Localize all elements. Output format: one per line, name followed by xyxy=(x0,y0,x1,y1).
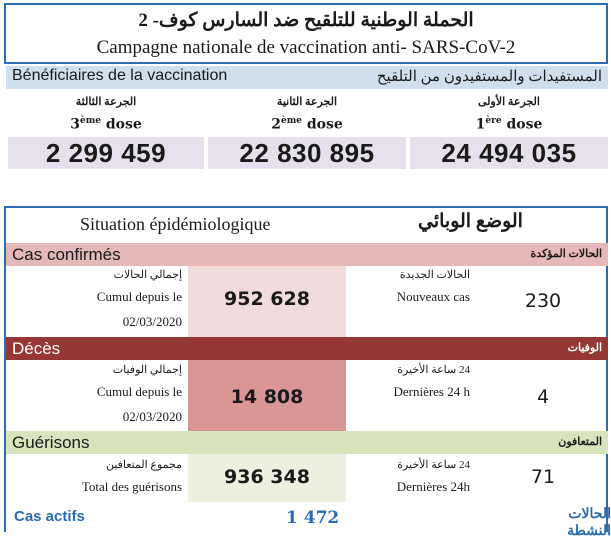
confirmed-cumul-value: 952 628 xyxy=(224,288,310,310)
active-cases-label-ar: الحالات النشطة xyxy=(567,507,611,539)
active-cases-value: 1 472 xyxy=(286,508,340,528)
dose2-value: 22 830 895 xyxy=(208,137,406,169)
recovered-label-ar: المتعافون xyxy=(558,436,602,448)
recovered-new-value: 71 xyxy=(530,466,556,488)
deaths-band: Décès الوفيات xyxy=(6,337,608,360)
confirmed-band: Cas confirmés الحالات المؤكدة xyxy=(6,243,608,266)
epi-section-box xyxy=(4,206,608,532)
confirmed-label-fr: Cas confirmés xyxy=(12,245,121,264)
recovered-cumul-ar: مجموع المتعافين xyxy=(105,459,182,471)
recovered-cumul-fr: Total des guérisons xyxy=(81,479,182,494)
deaths-new-fr: Dernières 24 h xyxy=(393,384,470,399)
deaths-cumul-ar: إجمالي الوفيات xyxy=(112,364,182,376)
dose1-label-ar: الجرعة الأولى xyxy=(478,96,540,108)
active-cases-label-fr: Cas actifs xyxy=(14,508,85,525)
epi-title-ar: الوضع الوبائي xyxy=(418,211,523,232)
confirmed-cumul-ar: إجمالي الحالات xyxy=(113,269,182,281)
dose2-label-ar: الجرعة الثانية xyxy=(276,96,338,108)
recovered-band: Guérisons المتعافون xyxy=(6,431,608,454)
recovered-cumul-value: 936 348 xyxy=(224,466,310,488)
dose3-value: 2 299 459 xyxy=(8,137,204,169)
confirmed-cumul-cell xyxy=(188,266,346,338)
confirmed-cumul-fr: Cumul depuis le xyxy=(96,289,182,304)
deaths-label-fr: Décès xyxy=(12,339,61,358)
dose3-label-ar: الجرعة الثالثة xyxy=(75,96,137,108)
recovered-cumul-cell xyxy=(188,454,346,502)
confirmed-new-ar: الحالات الجديدة xyxy=(399,269,470,281)
dose3-label-fr: 3ème dose xyxy=(70,116,142,133)
confirmed-label-ar: الحالات المؤكدة xyxy=(530,248,602,260)
deaths-new-value: 4 xyxy=(536,386,550,408)
dose2-label-fr: 2ème dose xyxy=(271,116,343,133)
confirmed-new-value: 230 xyxy=(524,290,562,312)
deaths-cumul-value: 14 808 xyxy=(230,386,304,408)
dose1-value: 24 494 035 xyxy=(410,137,608,169)
deaths-cumul-fr: Cumul depuis le xyxy=(96,384,182,399)
beneficiaries-label-ar: المستفيدات والمستفيدون من التلقيح xyxy=(376,69,602,85)
beneficiaries-band: Bénéficiaires de la vaccination المستفيد… xyxy=(6,66,608,89)
deaths-cumul-date: 02/03/2020 xyxy=(122,409,182,424)
beneficiaries-label-fr: Bénéficiaires de la vaccination xyxy=(12,67,228,84)
epi-title-fr: Situation épidémiologique xyxy=(80,214,271,234)
deaths-label-ar: الوفيات xyxy=(567,342,602,354)
title-french: Campagne nationale de vaccination anti- … xyxy=(96,37,516,58)
recovered-new-ar: 24 ساعة الأخيرة xyxy=(397,459,470,471)
confirmed-cumul-date: 02/03/2020 xyxy=(122,314,182,329)
header-box: الحملة الوطنية للتلقيح ضد السارس كوف- 2 … xyxy=(4,3,608,64)
deaths-new-ar: 24 ساعة الأخيرة xyxy=(397,364,470,376)
dose1-label-fr: 1ère dose xyxy=(475,116,543,133)
confirmed-new-fr: Nouveaux cas xyxy=(396,289,470,304)
title-arabic: الحملة الوطنية للتلقيح ضد السارس كوف- 2 xyxy=(138,10,474,31)
recovered-label-fr: Guérisons xyxy=(12,433,90,452)
deaths-cumul-cell xyxy=(188,360,346,432)
recovered-new-fr: Dernières 24h xyxy=(396,479,470,494)
